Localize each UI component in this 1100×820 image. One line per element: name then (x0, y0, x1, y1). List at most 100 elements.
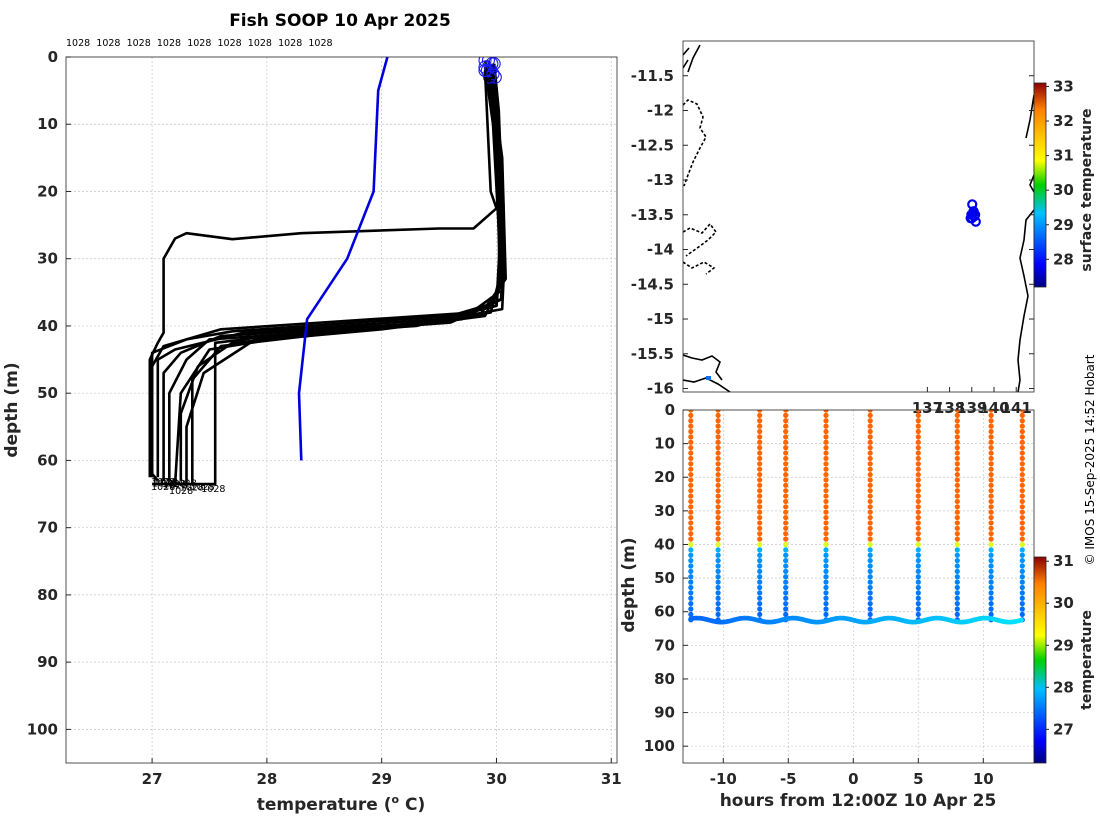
section-sample-dot (783, 579, 789, 585)
section-sample-dot (915, 466, 921, 472)
section-sample-dot (867, 455, 873, 462)
section-sample-dot (823, 541, 829, 548)
section-sample-dot (1019, 477, 1025, 483)
section-sample-dot (783, 509, 789, 515)
profile-start-marker (483, 70, 497, 84)
section-sample-dot (715, 418, 721, 424)
section-sample-dot (867, 611, 873, 618)
section-sample-dot (688, 595, 694, 601)
section-sample-dot (688, 455, 694, 462)
section-sample-dot (954, 514, 960, 521)
section-sample-dot (688, 471, 694, 478)
section-sample-dot (915, 410, 921, 413)
temperature-profile-line (148, 70, 498, 478)
section-sample-dot (915, 568, 921, 574)
y-tick-label: 90 (37, 653, 58, 671)
section-sample-dot (757, 541, 763, 548)
section-sample-dot (867, 445, 873, 451)
section-y-tick-label: 90 (654, 704, 675, 722)
section-sample-dot (988, 525, 994, 531)
section-x-tick-label: 5 (913, 770, 923, 788)
section-sample-dot (715, 514, 721, 521)
section-y-tick-label: 100 (644, 737, 675, 755)
section-sample-dot (823, 531, 829, 537)
section-sample-dot (783, 504, 789, 510)
colorbar-tick-label: 28 (1053, 250, 1074, 268)
section-sample-dot (783, 445, 789, 451)
section-sample-dot (1019, 514, 1025, 521)
section-sample-dot (757, 536, 763, 542)
section-sample-dot (715, 552, 721, 558)
section-sample-dot (1019, 498, 1025, 505)
x-axis-label: temperature (o C) (257, 793, 426, 815)
temperature-profile-line (168, 66, 503, 481)
section-sample-dot (715, 445, 721, 451)
section-sample-dot (757, 455, 763, 462)
section-sample-dot (757, 477, 763, 483)
section-sample-dot (823, 547, 829, 553)
section-sample-dot (988, 547, 994, 553)
section-sample-dot (988, 461, 994, 467)
section-sample-dot (915, 450, 921, 456)
section-sample-dot (783, 536, 789, 542)
bottom-profile-label: 1028 (151, 477, 175, 488)
section-sample-dot (954, 601, 960, 607)
section-sample-dot (715, 574, 721, 580)
section-sample-dot (954, 428, 960, 435)
section-sample-dot (783, 584, 789, 591)
section-sample-dot (823, 445, 829, 451)
section-sample-dot (915, 445, 921, 451)
section-sample-dot (988, 471, 994, 478)
section-sample-dot (1019, 595, 1025, 601)
section-sample-dot (783, 552, 789, 558)
section-sample-dot (1019, 461, 1025, 467)
section-y-tick-label: 40 (654, 535, 675, 553)
section-sample-dot (783, 498, 789, 505)
section-sample-dot (915, 423, 921, 429)
section-sample-dot (688, 445, 694, 451)
section-sample-dot (988, 488, 994, 494)
map-y-tick-label: -12.5 (631, 136, 674, 154)
section-sample-dot (988, 498, 994, 505)
section-sample-dot (867, 488, 873, 494)
section-sample-dot (915, 514, 921, 521)
section-sample-dot (954, 563, 960, 569)
section-sample-dot (757, 520, 763, 526)
temperature-profile-line (150, 60, 505, 482)
section-sample-dot (688, 541, 694, 548)
x-tick-label: 30 (486, 770, 507, 788)
section-sample-dot (823, 412, 829, 418)
section-sample-dot (988, 563, 994, 569)
section-sample-dot (954, 488, 960, 494)
section-sample-dot (1019, 434, 1025, 440)
section-sample-dot (915, 574, 921, 580)
section-sample-dot (715, 504, 721, 510)
section-sample-dot (988, 445, 994, 451)
section-sample-dot (954, 455, 960, 462)
y-tick-label: 70 (37, 519, 58, 537)
section-sample-dot (867, 423, 873, 429)
section-sample-dot (783, 466, 789, 472)
section-sample-dot (715, 450, 721, 456)
section-sample-dot (823, 563, 829, 569)
section-sample-dot (715, 477, 721, 483)
colorbar-tick-label: 32 (1053, 112, 1074, 130)
section-sample-dot (988, 450, 994, 456)
section-sample-dot (688, 509, 694, 515)
section-sample-dot (867, 461, 873, 467)
section-sample-dot (867, 471, 873, 478)
y-tick-label: 0 (48, 48, 58, 66)
section-sample-dot (715, 498, 721, 505)
section-sample-dot (823, 428, 829, 435)
coastline-southwest (683, 354, 731, 392)
section-sample-dot (823, 477, 829, 483)
map-y-tick-label: -15 (647, 310, 674, 328)
section-sample-dot (715, 595, 721, 601)
section-sample-dot (823, 595, 829, 601)
section-sample-dot (783, 611, 789, 618)
section-sample-dot (757, 525, 763, 531)
section-sample-dot (988, 536, 994, 542)
section-sample-dot (954, 477, 960, 483)
section-sample-dot (757, 423, 763, 429)
section-sample-dot (954, 606, 960, 612)
